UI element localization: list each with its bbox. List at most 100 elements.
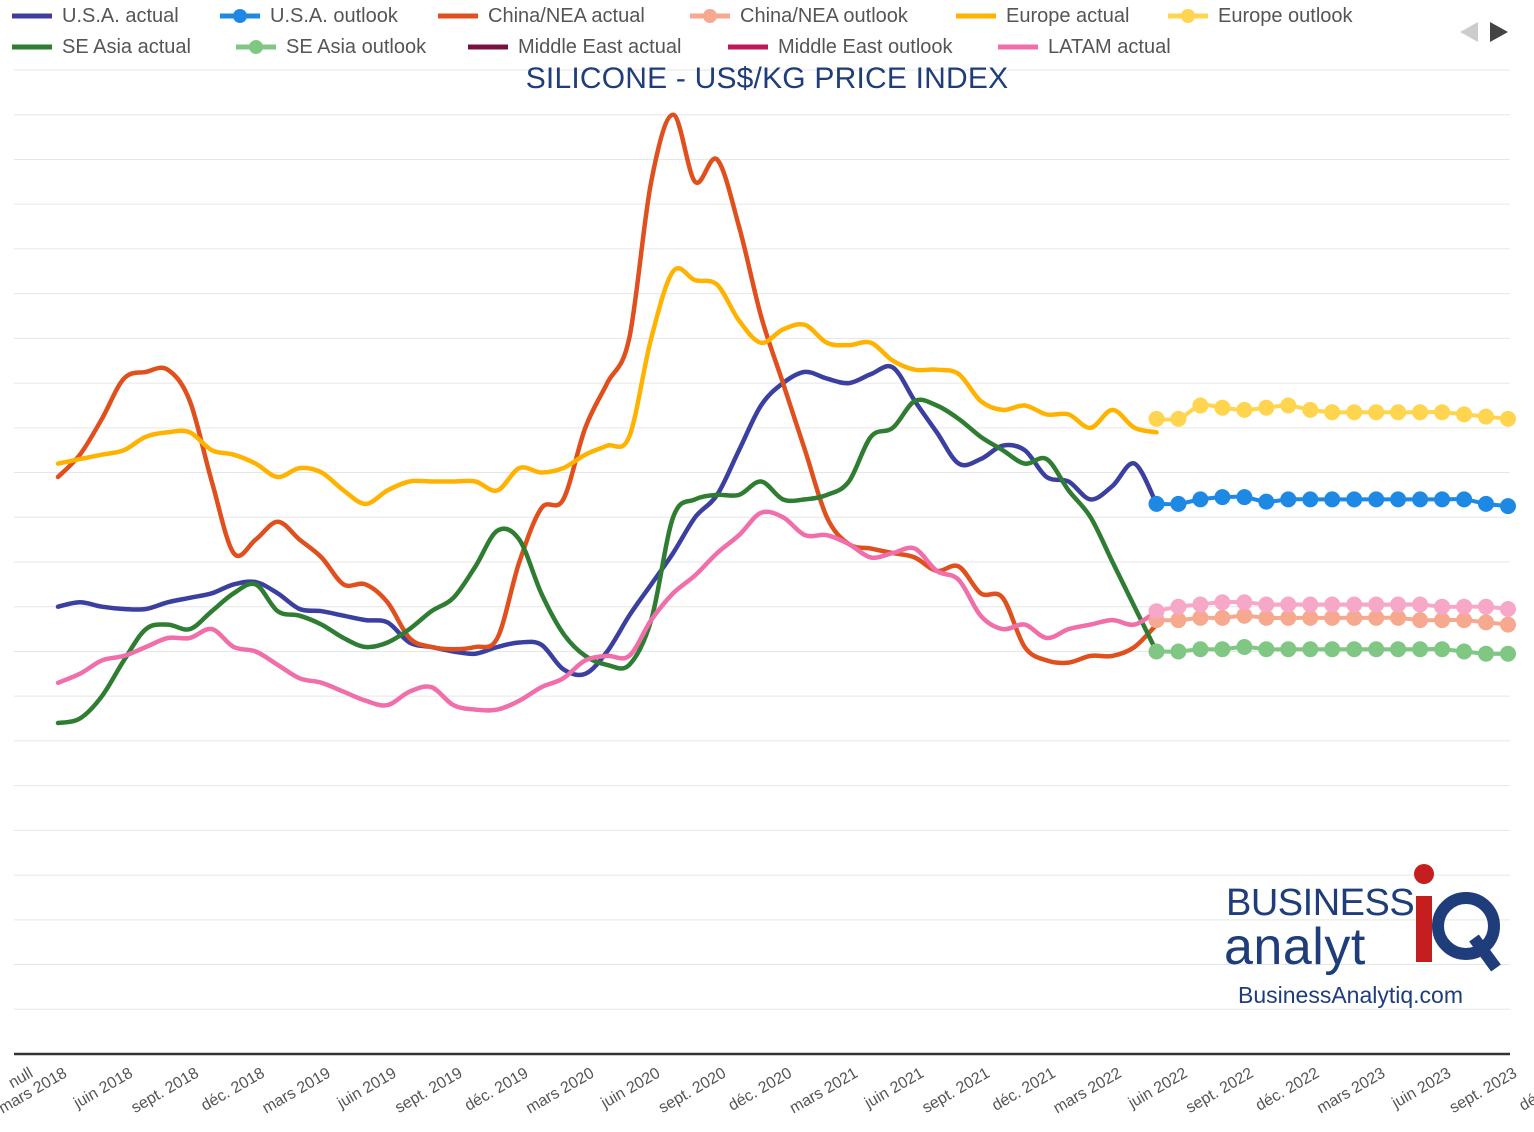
data-point-se-asia-outlook[interactable] — [1478, 645, 1494, 662]
legend-next-icon[interactable] — [1490, 22, 1508, 42]
data-point-europe-outlook[interactable] — [1390, 404, 1407, 421]
data-point-se-asia-outlook[interactable] — [1170, 643, 1187, 660]
data-point-latam-outlook[interactable] — [1280, 596, 1297, 613]
data-point-latam-outlook[interactable] — [1346, 596, 1363, 613]
data-point-china-nea-outlook[interactable] — [1478, 614, 1494, 631]
data-point-europe-outlook[interactable] — [1302, 401, 1319, 418]
legend-prev-icon[interactable] — [1460, 22, 1478, 42]
data-point-u-s-a-outlook[interactable] — [1478, 495, 1494, 512]
legend-item[interactable]: China/NEA actual — [436, 2, 645, 30]
data-point-latam-outlook[interactable] — [1412, 596, 1429, 613]
data-point-se-asia-outlook[interactable] — [1236, 639, 1253, 655]
data-point-u-s-a-outlook[interactable] — [1280, 491, 1297, 508]
data-point-latam-outlook[interactable] — [1434, 598, 1451, 615]
legend-item[interactable]: China/NEA outlook — [688, 2, 908, 30]
series-line-u-s-a-actual — [55, 363, 1159, 678]
data-point-latam-outlook[interactable] — [1368, 596, 1385, 613]
data-point-u-s-a-outlook[interactable] — [1368, 491, 1385, 508]
data-point-latam-outlook[interactable] — [1214, 594, 1231, 611]
legend-item[interactable]: LATAM actual — [996, 33, 1171, 61]
data-point-china-nea-outlook[interactable] — [1434, 612, 1451, 629]
data-point-latam-outlook[interactable] — [1390, 596, 1407, 613]
data-point-china-nea-outlook[interactable] — [1236, 607, 1253, 624]
data-point-se-asia-outlook[interactable] — [1324, 641, 1341, 658]
data-point-europe-outlook[interactable] — [1346, 404, 1363, 421]
data-point-china-nea-outlook[interactable] — [1456, 612, 1473, 629]
data-point-china-nea-outlook[interactable] — [1192, 609, 1209, 626]
data-point-u-s-a-outlook[interactable] — [1148, 495, 1165, 512]
data-point-se-asia-outlook[interactable] — [1148, 643, 1165, 660]
data-point-europe-outlook[interactable] — [1478, 408, 1494, 425]
data-point-europe-outlook[interactable] — [1170, 410, 1187, 427]
data-point-europe-outlook[interactable] — [1214, 399, 1231, 416]
data-point-se-asia-outlook[interactable] — [1280, 641, 1297, 658]
legend-item[interactable]: U.S.A. actual — [10, 2, 179, 30]
data-point-se-asia-outlook[interactable] — [1412, 641, 1429, 658]
data-point-se-asia-outlook[interactable] — [1302, 641, 1319, 658]
data-point-europe-outlook[interactable] — [1324, 404, 1341, 421]
data-point-europe-outlook[interactable] — [1456, 406, 1473, 423]
data-point-u-s-a-outlook[interactable] — [1390, 491, 1407, 508]
data-point-china-nea-outlook[interactable] — [1214, 609, 1231, 626]
legend-item[interactable]: U.S.A. outlook — [218, 2, 398, 30]
data-point-latam-outlook[interactable] — [1478, 598, 1494, 615]
legend-item[interactable]: Europe actual — [954, 2, 1129, 30]
legend-swatch — [468, 44, 508, 50]
data-point-u-s-a-outlook[interactable] — [1412, 491, 1429, 508]
data-point-china-nea-outlook[interactable] — [1346, 609, 1363, 626]
data-point-se-asia-outlook[interactable] — [1390, 641, 1407, 658]
data-point-china-nea-outlook[interactable] — [1500, 616, 1516, 633]
data-point-u-s-a-outlook[interactable] — [1346, 491, 1363, 508]
data-point-china-nea-outlook[interactable] — [1302, 609, 1319, 626]
data-point-europe-outlook[interactable] — [1192, 397, 1209, 414]
data-point-europe-outlook[interactable] — [1148, 410, 1165, 427]
data-point-latam-outlook[interactable] — [1302, 596, 1319, 613]
data-point-latam-outlook[interactable] — [1236, 594, 1253, 611]
data-point-europe-outlook[interactable] — [1236, 401, 1253, 418]
data-point-se-asia-outlook[interactable] — [1192, 641, 1209, 658]
data-point-china-nea-outlook[interactable] — [1170, 612, 1187, 629]
data-point-latam-outlook[interactable] — [1500, 601, 1516, 617]
legend-item[interactable]: SE Asia outlook — [234, 33, 426, 61]
data-point-europe-outlook[interactable] — [1434, 404, 1451, 421]
data-point-china-nea-outlook[interactable] — [1258, 609, 1275, 626]
data-point-latam-outlook[interactable] — [1148, 603, 1165, 620]
data-point-u-s-a-outlook[interactable] — [1500, 498, 1516, 515]
data-point-europe-outlook[interactable] — [1500, 410, 1516, 427]
data-point-europe-outlook[interactable] — [1280, 397, 1297, 414]
data-point-china-nea-outlook[interactable] — [1324, 609, 1341, 626]
data-point-latam-outlook[interactable] — [1456, 598, 1473, 615]
data-point-se-asia-outlook[interactable] — [1368, 641, 1385, 658]
data-point-latam-outlook[interactable] — [1192, 596, 1209, 613]
data-point-u-s-a-outlook[interactable] — [1214, 489, 1231, 506]
legend-label: SE Asia outlook — [286, 35, 427, 58]
data-point-u-s-a-outlook[interactable] — [1192, 491, 1209, 508]
data-point-china-nea-outlook[interactable] — [1412, 612, 1429, 629]
data-point-u-s-a-outlook[interactable] — [1434, 491, 1451, 508]
data-point-china-nea-outlook[interactable] — [1368, 609, 1385, 626]
data-point-europe-outlook[interactable] — [1368, 404, 1385, 421]
data-point-se-asia-outlook[interactable] — [1258, 641, 1275, 658]
data-point-u-s-a-outlook[interactable] — [1302, 491, 1319, 508]
data-point-latam-outlook[interactable] — [1170, 598, 1187, 615]
legend-item[interactable]: SE Asia actual — [10, 33, 191, 61]
data-point-se-asia-outlook[interactable] — [1434, 641, 1451, 658]
data-point-latam-outlook[interactable] — [1324, 596, 1341, 613]
data-point-europe-outlook[interactable] — [1412, 404, 1429, 421]
data-point-latam-outlook[interactable] — [1258, 596, 1275, 613]
data-point-europe-outlook[interactable] — [1258, 399, 1275, 416]
data-point-u-s-a-outlook[interactable] — [1456, 491, 1473, 508]
data-point-u-s-a-outlook[interactable] — [1170, 495, 1187, 512]
legend-item[interactable]: Europe outlook — [1166, 2, 1353, 30]
data-point-se-asia-outlook[interactable] — [1346, 641, 1363, 658]
legend-item[interactable]: Middle East outlook — [726, 33, 953, 61]
legend-item[interactable]: Middle East actual — [466, 33, 681, 61]
data-point-china-nea-outlook[interactable] — [1390, 609, 1407, 626]
data-point-se-asia-outlook[interactable] — [1456, 643, 1473, 660]
data-point-u-s-a-outlook[interactable] — [1258, 493, 1275, 510]
data-point-china-nea-outlook[interactable] — [1280, 609, 1297, 626]
data-point-u-s-a-outlook[interactable] — [1324, 491, 1341, 508]
data-point-u-s-a-outlook[interactable] — [1236, 489, 1253, 506]
data-point-se-asia-outlook[interactable] — [1500, 645, 1516, 662]
data-point-se-asia-outlook[interactable] — [1214, 641, 1231, 658]
